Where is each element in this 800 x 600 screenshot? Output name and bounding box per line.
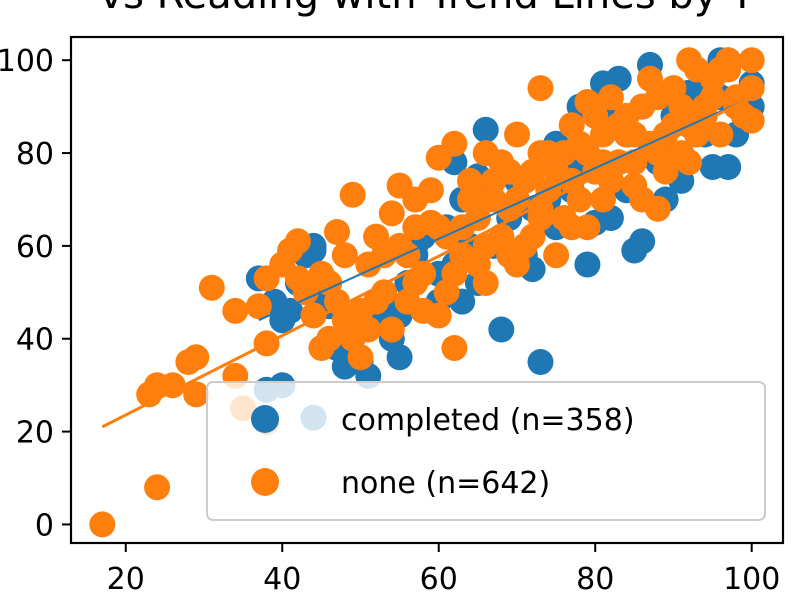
point-none-139 — [355, 316, 382, 343]
trend-layer — [101, 95, 753, 429]
point-none-52 — [504, 121, 530, 148]
point-none-87 — [738, 47, 765, 74]
point-none-143 — [464, 186, 491, 213]
x-tick-label-80: 80 — [576, 562, 614, 597]
y-tick-label-20: 20 — [16, 416, 54, 451]
legend-marker-none — [251, 468, 279, 496]
point-none-118 — [402, 270, 429, 296]
point-completed-29 — [472, 116, 499, 143]
y-tick-label-60: 60 — [16, 230, 54, 265]
y-tick-label-100: 100 — [0, 44, 54, 79]
point-none-97 — [425, 214, 452, 241]
point-completed-32 — [488, 316, 515, 343]
legend-marker-completed — [251, 405, 279, 433]
point-none-4 — [159, 372, 186, 399]
point-none-129 — [590, 186, 616, 213]
point-none-131 — [621, 149, 648, 176]
point-none-136 — [699, 84, 726, 111]
point-none-141 — [402, 214, 429, 241]
x-tick-label-60: 60 — [420, 562, 458, 597]
point-none-133 — [652, 158, 679, 185]
point-completed-3 — [277, 297, 304, 324]
x-tick-label-20: 20 — [107, 562, 145, 597]
point-none-103 — [519, 223, 546, 250]
point-none-111 — [644, 84, 671, 111]
point-none-138 — [324, 288, 350, 315]
x-tick-label-100: 100 — [723, 562, 780, 597]
y-tick-label-0: 0 — [35, 508, 54, 543]
point-none-90 — [316, 325, 343, 352]
point-none-42 — [441, 335, 468, 361]
y-tick-label-80: 80 — [16, 137, 54, 172]
point-none-148 — [621, 121, 648, 148]
point-none-24 — [324, 219, 350, 245]
point-none-92 — [347, 344, 374, 371]
plot-frame — [69, 35, 785, 545]
point-none-110 — [629, 186, 656, 213]
point-completed-62 — [715, 154, 742, 180]
point-none-123 — [496, 242, 523, 269]
point-none-145 — [527, 140, 554, 167]
point-none-9 — [222, 297, 249, 324]
point-none-12 — [245, 293, 272, 320]
point-none-144 — [496, 158, 523, 185]
point-none-137 — [308, 260, 335, 287]
point-none-66 — [597, 84, 624, 111]
point-none-142 — [433, 279, 460, 306]
point-none-7 — [183, 381, 210, 408]
point-none-0 — [89, 511, 116, 538]
point-none-121 — [464, 251, 491, 278]
point-none-26 — [339, 181, 366, 208]
y-axis-ticks: 0 20 40 60 80 100 — [0, 44, 71, 543]
point-none-115 — [707, 56, 734, 83]
point-none-58 — [543, 242, 570, 269]
point-none-82 — [707, 121, 734, 148]
point-completed-18 — [386, 344, 413, 371]
x-axis-ticks: 20 40 60 80 100 — [107, 543, 780, 597]
point-completed-43 — [574, 251, 601, 278]
legend-frame — [206, 381, 766, 521]
point-none-88 — [738, 75, 765, 102]
point-none-113 — [676, 149, 703, 176]
point-none-119 — [417, 177, 444, 204]
legend-label-none: none (n=642) — [341, 466, 550, 501]
point-none-8 — [198, 274, 225, 301]
points-layer — [89, 47, 765, 538]
point-none-96 — [410, 297, 437, 324]
point-none-32 — [378, 200, 405, 227]
point-none-127 — [558, 214, 585, 241]
y-tick-label-40: 40 — [16, 323, 54, 358]
chart-title: vs Reading with Trend Lines by T — [99, 0, 755, 18]
point-none-6 — [183, 344, 210, 371]
x-tick-label-40: 40 — [263, 562, 301, 597]
point-completed-50 — [629, 228, 656, 255]
point-none-107 — [582, 102, 609, 129]
point-none-25 — [331, 242, 358, 269]
trend-line-none — [101, 95, 753, 429]
point-none-146 — [558, 167, 585, 194]
point-none-1 — [144, 474, 171, 501]
point-none-18 — [284, 228, 311, 255]
point-none-93 — [363, 288, 390, 315]
point-none-134 — [668, 93, 695, 120]
point-none-94 — [378, 316, 405, 343]
point-none-55 — [527, 75, 554, 102]
legend: completed (n=358) none (n=642) — [206, 381, 766, 521]
point-completed-37 — [527, 349, 554, 375]
legend-label-completed: completed (n=358) — [341, 403, 635, 438]
point-none-41 — [441, 130, 468, 157]
point-none-20 — [292, 279, 319, 306]
trend-line-completed — [258, 96, 753, 322]
